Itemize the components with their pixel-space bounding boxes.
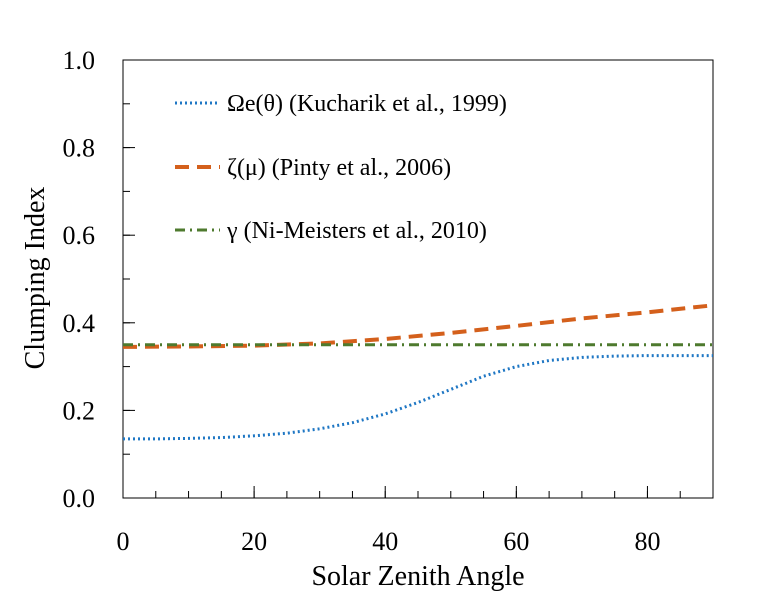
x-axis-title: Solar Zenith Angle bbox=[311, 561, 524, 592]
x-tick-label: 20 bbox=[241, 527, 267, 556]
y-tick-label: 0.2 bbox=[63, 396, 96, 425]
axes: 0 20 40 60 80 0.0 0.2 0.4 0.6 0.8 1.0 bbox=[63, 46, 714, 556]
y-tick-label: 0.6 bbox=[63, 221, 96, 250]
legend-label-3: γ (Ni-Meisters et al., 2010) bbox=[226, 218, 487, 244]
series-line-1 bbox=[123, 354, 713, 441]
y-tick-label: 0.8 bbox=[63, 134, 96, 163]
series-layer bbox=[122, 303, 714, 441]
x-tick-label: 80 bbox=[634, 527, 660, 556]
y-axis-title: Clumping Index bbox=[20, 187, 51, 370]
x-tick-label: 0 bbox=[117, 527, 130, 556]
x-tick-label: 60 bbox=[503, 527, 529, 556]
legend-label-1: Ωe(θ) (Kucharik et al., 1999) bbox=[227, 91, 507, 117]
plot-area bbox=[122, 59, 714, 499]
y-tick-label: 0.0 bbox=[63, 484, 96, 513]
y-tick-label: 1.0 bbox=[63, 46, 96, 75]
legend-label-2: ζ(μ) (Pinty et al., 2006) bbox=[227, 155, 451, 181]
y-tick-label: 0.4 bbox=[63, 309, 96, 338]
series-line-2 bbox=[122, 303, 714, 349]
plot-frame bbox=[122, 59, 714, 499]
x-tick-label: 40 bbox=[372, 527, 398, 556]
legend: Ωe(θ) (Kucharik et al., 1999) ζ(μ) (Pinty… bbox=[175, 91, 507, 244]
